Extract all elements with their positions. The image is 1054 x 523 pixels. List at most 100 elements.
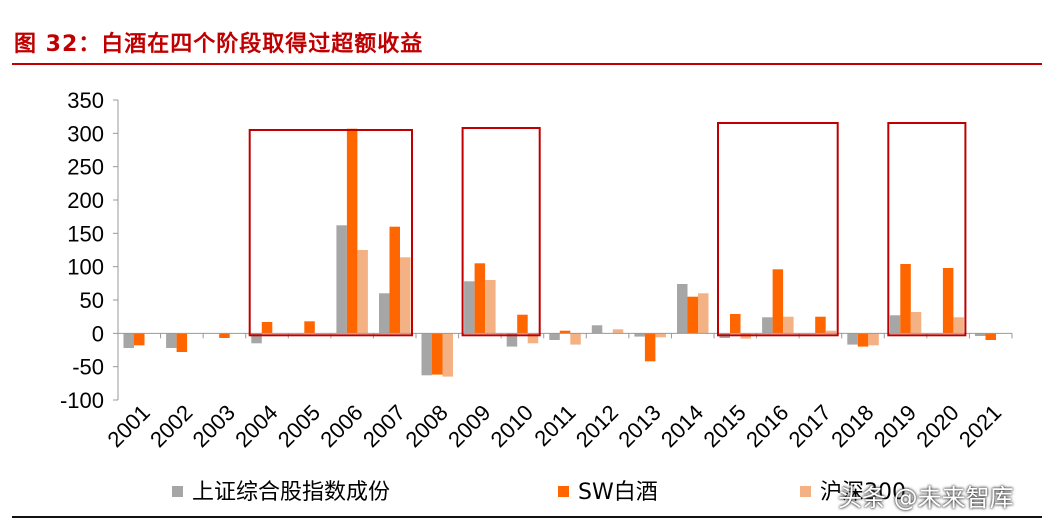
bar-2002-s1 <box>176 333 188 352</box>
x-tick-label: 2007 <box>358 400 410 452</box>
bar-2018-s1 <box>857 333 869 347</box>
bar-2004-s1 <box>261 322 273 334</box>
x-tick-label: 2013 <box>613 400 665 452</box>
legend-label: 上证综合股指数成份 <box>192 480 390 505</box>
highlight-box <box>248 129 413 337</box>
bar-2009-s0 <box>464 281 475 334</box>
bar-2016-s2 <box>783 316 794 334</box>
x-tick-label: 2018 <box>826 400 878 452</box>
x-tick-label: 2006 <box>315 400 367 452</box>
x-tick-label: 2021 <box>954 400 1006 452</box>
watermark: 头条 @未来智库 <box>838 484 1014 512</box>
y-tick-label: 350 <box>67 88 104 113</box>
bar-2006-s2 <box>357 250 368 334</box>
bar-2013-s2 <box>655 333 666 338</box>
bar-2008-s1 <box>432 333 443 375</box>
bar-2018-s2 <box>868 333 879 346</box>
bottom-divider <box>12 516 1042 518</box>
y-tick-label: 50 <box>80 288 104 313</box>
y-axis: -100 -50 0 50 100 150 200 250 300 350 <box>60 88 119 413</box>
bar-2012-s2 <box>612 329 624 334</box>
legend-swatch <box>800 486 811 497</box>
bar-2010-s0 <box>506 333 518 347</box>
bar-2016-s1 <box>772 269 784 334</box>
x-tick-label: 2012 <box>571 400 623 452</box>
bar-2006-s0 <box>336 225 347 334</box>
bar-2005-s1 <box>304 321 315 334</box>
bar-2001-s1 <box>134 333 145 346</box>
x-tick-label: 2011 <box>529 400 580 451</box>
bar-2021-s0 <box>975 333 986 336</box>
x-tick-label: 2008 <box>401 400 453 452</box>
x-tick-label: 2019 <box>869 400 921 452</box>
legend-swatch <box>558 486 569 497</box>
highlight-boxes <box>248 122 967 337</box>
bar-2011-s2 <box>570 333 581 345</box>
bar-2013-s0 <box>634 333 645 337</box>
x-tick-label: 2002 <box>145 400 197 452</box>
x-tick-label: 2005 <box>273 400 325 452</box>
x-tick-label: 2014 <box>656 400 708 452</box>
x-tick-label: 2004 <box>230 400 282 452</box>
bar-2004-s0 <box>251 333 262 344</box>
bar-2014-s0 <box>677 284 688 334</box>
x-tick-label: 2020 <box>911 400 963 452</box>
x-tick-label: 2009 <box>443 400 495 452</box>
bar-2017-s2 <box>825 330 837 334</box>
y-tick-label: 250 <box>67 155 104 180</box>
bar-2019-s1 <box>900 264 911 334</box>
bar-2002-s0 <box>166 333 177 348</box>
x-tick-label: 2003 <box>188 400 240 452</box>
figure-title: 图 32：白酒在四个阶段取得过超额收益 <box>14 32 424 57</box>
bar-2008-s0 <box>421 333 432 376</box>
bar-2009-s1 <box>474 263 486 334</box>
x-tick-label: 2017 <box>784 400 836 452</box>
y-tick-label: 300 <box>67 121 104 146</box>
bar-2011-s1 <box>559 330 571 334</box>
bar-2018-s0 <box>847 333 858 345</box>
bar-2007-s0 <box>379 293 390 334</box>
bar-2006-s1 <box>346 128 358 334</box>
bar-2007-s1 <box>389 226 400 334</box>
bar-2016-s0 <box>762 317 773 334</box>
bar-2009-s2 <box>485 280 496 334</box>
title-divider <box>12 63 1042 65</box>
y-tick-label: 200 <box>67 188 104 213</box>
bar-2013-s1 <box>644 333 656 362</box>
bar-2010-s1 <box>517 314 528 334</box>
bar-2019-s2 <box>910 312 922 334</box>
y-tick-label: -50 <box>72 355 104 380</box>
bar-2019-s0 <box>889 315 901 334</box>
bar-2017-s1 <box>815 316 826 334</box>
bar-2014-s2 <box>698 293 709 334</box>
y-tick-label: -100 <box>60 388 104 413</box>
x-axis: 2001200220032004200520062007200820092010… <box>103 332 1013 452</box>
bar-2008-s2 <box>442 333 453 377</box>
x-tick-label: 2010 <box>486 400 538 452</box>
legend-label: SW白酒 <box>578 480 658 505</box>
highlight-box <box>717 122 839 337</box>
y-tick-label: 150 <box>67 221 104 246</box>
highlight-box <box>461 127 541 337</box>
x-tick-label: 2016 <box>741 400 793 452</box>
x-tick-label: 2001 <box>103 400 155 452</box>
bar-2021-s1 <box>985 333 996 340</box>
legend-swatch <box>172 486 183 497</box>
legend: 上证综合股指数成份 SW白酒 沪深300 <box>172 480 906 505</box>
legend-label: 沪深300 <box>820 480 906 505</box>
highlight-box <box>887 122 967 337</box>
bar-2020-s2 <box>953 317 964 334</box>
bar-2020-s1 <box>942 268 954 334</box>
bar-2015-s1 <box>730 314 741 334</box>
bar-2010-s2 <box>527 333 539 344</box>
bar-series <box>123 128 996 377</box>
x-tick-label: 2015 <box>699 400 751 452</box>
bar-2014-s1 <box>687 296 698 334</box>
bar-2012-s0 <box>591 325 603 334</box>
bar-2003-s1 <box>219 333 230 338</box>
bar-2007-s2 <box>400 257 411 334</box>
bar-2011-s0 <box>549 333 560 340</box>
bar-2001-s0 <box>123 333 134 348</box>
y-tick-label: 0 <box>92 321 104 346</box>
